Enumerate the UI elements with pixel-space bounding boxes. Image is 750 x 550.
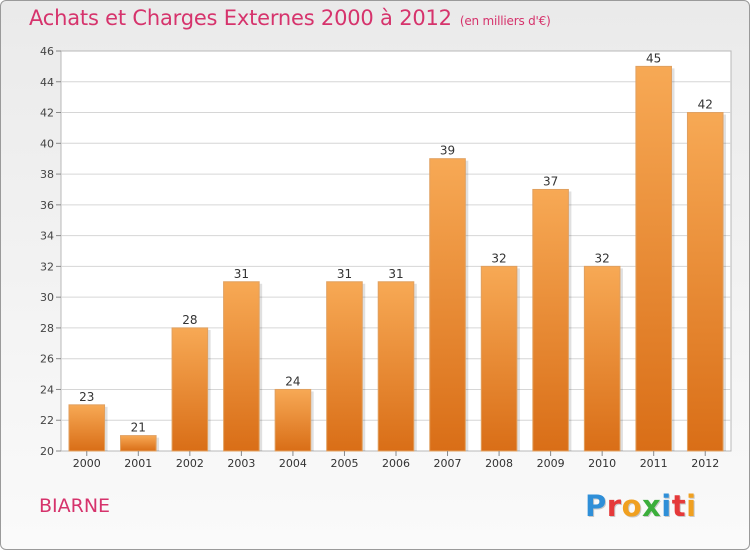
logo-letter: t [671,489,687,523]
bar-2009 [532,188,569,452]
x-tick-label: 2000 [73,457,101,470]
y-tick-label: 42 [40,107,54,120]
chart-subtitle: (en milliers d'€) [459,14,551,28]
x-tick-label: 2007 [434,457,462,470]
logo-letter: r [606,489,622,523]
bar-value-label: 32 [491,251,506,265]
y-tick-label: 38 [40,168,54,181]
y-tick-label: 44 [40,76,54,89]
y-axis-ticks: 20 22 24 26 28 30 32 34 36 38 40 42 44 46 [40,45,61,458]
bar-value-label: 37 [543,174,558,188]
y-tick-label: 30 [40,291,54,304]
y-tick-label: 32 [40,260,54,273]
commune-name: BIARNE [39,495,111,517]
chart-title: Achats et Charges Externes 2000 à 2012 (e… [29,6,551,30]
bar-value-label: 24 [285,374,300,388]
x-tick-label: 2003 [227,457,255,470]
bar-value-label: 31 [388,267,403,281]
x-tick-label: 2010 [588,457,616,470]
x-tick-label: 2012 [691,457,719,470]
bar-2005 [326,281,363,452]
bar-value-label: 31 [337,267,352,281]
x-axis-ticks: 2000 2001 2002 2003 2004 2005 2006 2007 2008 2009… [73,451,719,470]
bar-2008 [480,265,518,452]
x-tick-label: 2011 [640,457,668,470]
bar-2001 [120,435,157,452]
bar-2011 [635,65,672,452]
x-tick-label: 2004 [279,457,307,470]
bar-2007 [429,158,466,452]
bar-value-label: 21 [131,421,146,435]
logo-letter: o [621,489,643,523]
bar-2004 [274,388,312,452]
logo-letter: i [686,489,697,523]
x-tick-label: 2006 [382,457,410,470]
bar-value-label: 39 [440,144,455,158]
x-tick-label: 2001 [124,457,152,470]
proxiti-logo[interactable]: Proxiti [585,489,697,523]
bar-2006 [377,281,415,452]
logo-letter: x [642,489,662,523]
bars: 23 21 28 31 24 31 31 39 32 37 32 45 42 [68,51,727,452]
y-tick-label: 46 [40,45,54,58]
bar-2000 [68,404,106,452]
bar-value-label: 23 [79,390,94,404]
bar-value-label: 42 [698,98,713,112]
bar-2010 [583,265,621,452]
bar-value-label: 45 [646,51,661,65]
y-tick-label: 28 [40,322,54,335]
y-tick-label: 22 [40,414,54,427]
y-tick-label: 24 [40,383,54,396]
x-tick-label: 2008 [485,457,513,470]
bar-2003 [223,281,260,452]
y-tick-label: 40 [40,137,54,150]
bar-value-label: 31 [234,267,249,281]
x-tick-label: 2009 [537,457,565,470]
logo-letter: i [661,489,672,523]
bar-value-label: 32 [595,251,610,265]
chart-title-text: Achats et Charges Externes 2000 à 2012 [29,6,452,30]
y-tick-label: 26 [40,353,54,366]
y-tick-label: 20 [40,445,54,458]
bar-2002 [171,327,209,452]
x-tick-label: 2002 [176,457,204,470]
x-tick-label: 2005 [330,457,358,470]
logo-letter: P [585,489,607,523]
y-tick-label: 34 [40,230,54,243]
bar-2012 [686,112,724,452]
y-tick-label: 36 [40,199,54,212]
bar-value-label: 28 [182,313,197,327]
